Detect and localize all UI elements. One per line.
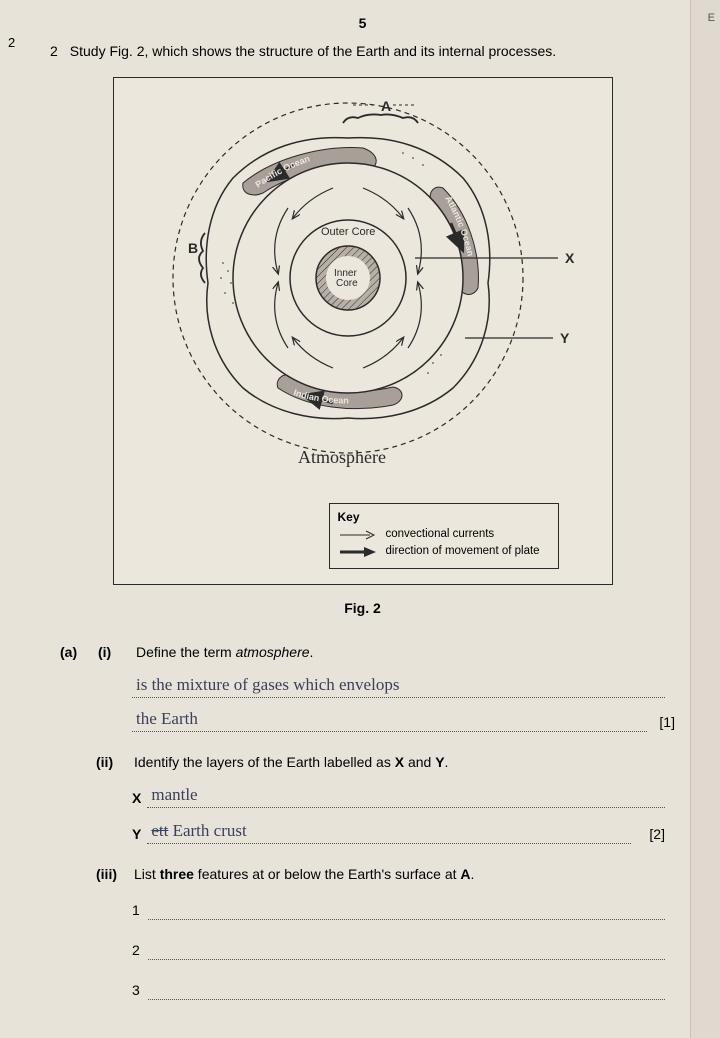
handwritten-x-answer: mantle xyxy=(151,785,197,805)
answer-line-i-2[interactable]: the Earth xyxy=(132,706,647,732)
part-iii-question: List three features at or below the Eart… xyxy=(134,866,474,882)
key-text-1: convectional currents xyxy=(386,528,495,542)
thick-arrow-icon xyxy=(338,547,378,557)
feature-1-row: 1 xyxy=(132,894,665,920)
exam-page: 2 5 2 Study Fig. 2, which shows the stru… xyxy=(0,0,700,1038)
question-intro-row: 2 Study Fig. 2, which shows the structur… xyxy=(50,43,675,59)
handwritten-answer-i-1: is the mixture of gases which envelops xyxy=(136,675,399,695)
part-ii-label: (ii) xyxy=(96,754,124,770)
part-a-iii-row: (iii) List three features at or below th… xyxy=(96,866,675,882)
i-text-pre: Define the term xyxy=(136,644,236,660)
svg-text:Core: Core xyxy=(336,278,358,289)
part-a-i-row: (a) (i) Define the term atmosphere. xyxy=(60,644,675,660)
y-label: Y xyxy=(132,826,141,844)
num-3-label: 3 xyxy=(132,982,140,1000)
i-text-post: . xyxy=(310,644,314,660)
i-text-italic: atmosphere xyxy=(236,644,310,660)
key-text-2: direction of movement of plate xyxy=(386,545,540,559)
x-label: X xyxy=(132,790,141,808)
feature-2-line[interactable] xyxy=(148,934,665,960)
y-answer-row: Y ett Earth crust [2] xyxy=(132,818,665,844)
figure-caption: Fig. 2 xyxy=(50,600,675,616)
num-2-label: 2 xyxy=(132,942,140,960)
feature-3-line[interactable] xyxy=(148,974,665,1000)
question-number-margin: 2 xyxy=(8,35,15,50)
y-answer-line[interactable]: ett Earth crust xyxy=(147,818,631,844)
key-title: Key xyxy=(338,510,550,524)
edge-label: E xyxy=(708,12,715,24)
feature-3-row: 3 xyxy=(132,974,665,1000)
part-i-label: (i) xyxy=(98,644,126,660)
num-1-label: 1 xyxy=(132,902,140,920)
svg-text:B: B xyxy=(188,240,198,256)
question-intro-text: Study Fig. 2, which shows the structure … xyxy=(70,43,556,59)
svg-text:Atmosphere: Atmosphere xyxy=(298,447,386,467)
page-number: 5 xyxy=(50,15,675,31)
earth-structure-diagram: A Ou xyxy=(133,93,593,493)
feature-2-row: 2 xyxy=(132,934,665,960)
part-a-label: (a) xyxy=(60,644,88,660)
mark-i: [1] xyxy=(659,714,675,732)
page-edge: E xyxy=(690,0,720,1038)
question-number: 2 xyxy=(50,43,58,59)
thin-arrow-icon xyxy=(338,530,378,540)
x-answer-line[interactable]: mantle xyxy=(147,782,665,808)
x-answer-row: X mantle xyxy=(132,782,665,808)
figure-container: A Ou xyxy=(113,77,613,585)
part-a-ii-row: (ii) Identify the layers of the Earth la… xyxy=(96,754,675,770)
key-legend: Key convectional currents direction of m… xyxy=(329,503,559,569)
part-i-question: Define the term atmosphere. xyxy=(136,644,313,660)
svg-text:A: A xyxy=(381,98,391,114)
part-ii-question: Identify the layers of the Earth labelle… xyxy=(134,754,448,770)
key-row-1: convectional currents xyxy=(338,528,550,542)
handwritten-answer-i-2: the Earth xyxy=(136,709,198,729)
question-a: (a) (i) Define the term atmosphere. is t… xyxy=(60,644,675,1000)
svg-text:X: X xyxy=(565,250,575,266)
handwritten-y-answer: ett Earth crust xyxy=(151,821,246,841)
feature-1-line[interactable] xyxy=(148,894,665,920)
answer-line-i-1[interactable]: is the mixture of gases which envelops xyxy=(132,672,665,698)
part-iii-label: (iii) xyxy=(96,866,124,882)
key-row-2: direction of movement of plate xyxy=(338,545,550,559)
mark-ii: [2] xyxy=(649,826,665,844)
svg-text:Y: Y xyxy=(560,330,570,346)
svg-text:Outer Core: Outer Core xyxy=(321,226,375,238)
